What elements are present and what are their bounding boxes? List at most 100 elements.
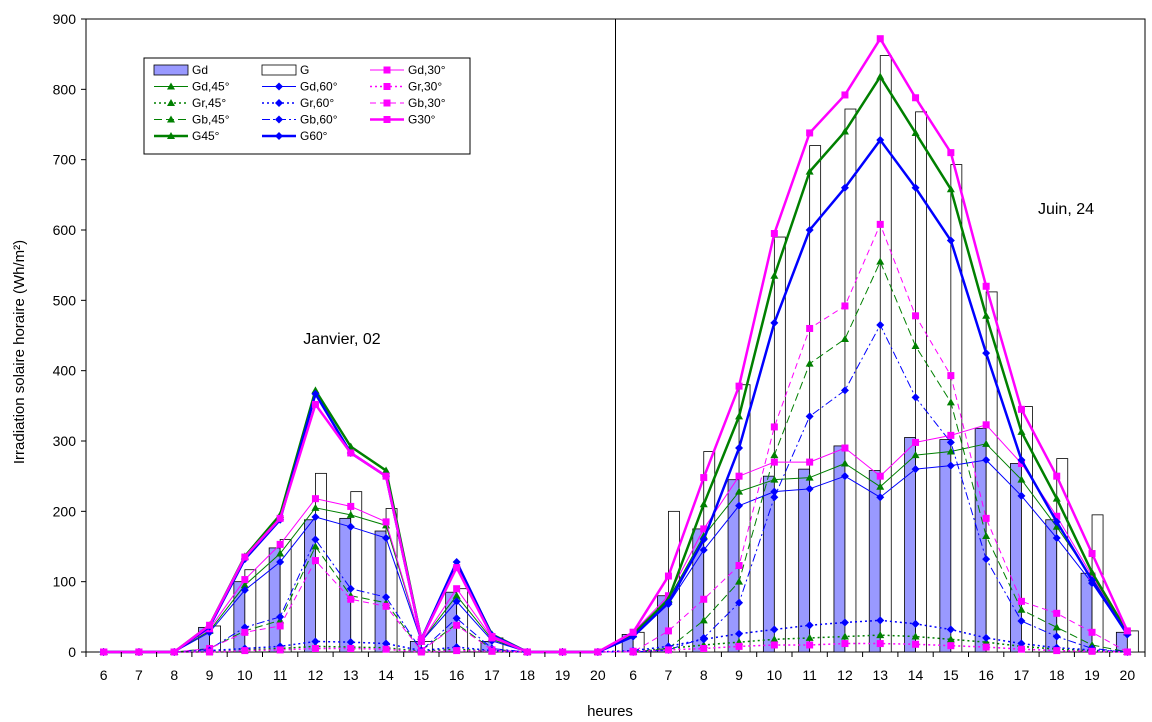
point-gd-30deg	[770, 458, 778, 466]
point-g30deg	[206, 621, 214, 629]
point-gr-60deg	[346, 638, 355, 647]
y-tick-label: 100	[53, 574, 77, 590]
x-tick-label: 18	[1049, 667, 1065, 683]
point-gb-30deg	[382, 602, 390, 610]
point-gd-60deg	[840, 472, 849, 481]
point-gr-30deg	[311, 644, 319, 652]
x-tick-label: 19	[555, 667, 571, 683]
point-g30deg	[453, 564, 461, 572]
point-gb-30deg	[241, 628, 249, 636]
point-g60deg	[876, 135, 885, 144]
point-gd-60deg	[240, 586, 249, 595]
legend-label: Gb,30°	[408, 96, 446, 110]
x-tick-label: 13	[343, 667, 359, 683]
point-gd-60deg	[1052, 534, 1061, 543]
point-gr-60deg	[311, 637, 320, 646]
legend-marker	[275, 115, 283, 124]
x-tick-label: 9	[206, 667, 214, 683]
bar-gd	[939, 439, 952, 653]
point-gb-30deg	[876, 220, 884, 228]
point-gd-30deg	[382, 518, 390, 526]
point-g30deg	[1123, 627, 1131, 635]
legend-label: G45°	[192, 129, 220, 143]
x-tick-label: 15	[414, 667, 430, 683]
legend-marker	[167, 115, 175, 123]
legend-label: Gr,30°	[408, 80, 442, 94]
point-g60deg	[840, 183, 849, 192]
point-gr-30deg	[770, 641, 778, 649]
x-tick-label: 19	[1084, 667, 1100, 683]
point-gd-45deg	[946, 447, 955, 455]
point-gr-45deg	[911, 632, 920, 640]
point-g60deg	[735, 444, 744, 453]
bar-g	[1126, 630, 1139, 653]
point-gb-45deg	[876, 257, 885, 265]
point-g30deg	[841, 91, 849, 99]
legend-item-gd-45deg: Gd,45°	[154, 80, 230, 94]
x-tick-label: 16	[449, 667, 465, 683]
legend-label: Gd,60°	[300, 80, 338, 94]
series-g30deg	[100, 35, 1131, 656]
legend-swatch	[261, 64, 297, 76]
bars-layer	[198, 55, 1139, 653]
point-gb-45deg	[911, 342, 920, 350]
point-gb-30deg	[276, 622, 284, 630]
legend-label: Gd,30°	[408, 63, 446, 77]
point-gb-45deg	[982, 531, 991, 539]
point-gb-45deg	[1088, 640, 1097, 648]
bar-g	[950, 164, 963, 653]
point-gd-30deg	[241, 576, 249, 584]
point-g60deg	[1052, 517, 1061, 526]
point-g30deg	[735, 382, 743, 390]
legend-label: Gb,45°	[192, 113, 230, 127]
legend-marker	[275, 99, 283, 107]
point-g45deg	[946, 185, 955, 193]
x-tick-label: 18	[519, 667, 535, 683]
point-g60deg	[311, 389, 320, 398]
bar-g	[385, 508, 398, 653]
legend-item-gb-60deg: Gb,60°	[262, 113, 338, 127]
line-gr-60deg	[103, 619, 1128, 653]
point-gr-60deg	[770, 625, 779, 634]
point-g45deg	[382, 466, 391, 474]
point-gb-30deg	[453, 621, 461, 629]
point-g30deg	[241, 553, 249, 561]
point-gr-45deg	[946, 635, 955, 643]
bar-gd	[762, 475, 775, 653]
point-gd-45deg	[982, 439, 991, 447]
point-g30deg	[806, 129, 814, 137]
point-gb-45deg	[840, 335, 849, 343]
y-tick-label: 800	[53, 81, 77, 97]
point-gb-30deg	[311, 557, 319, 565]
x-tick-label: 8	[700, 667, 708, 683]
point-g45deg	[982, 311, 991, 319]
y-tick-label: 900	[53, 11, 77, 27]
point-gd-60deg	[911, 465, 920, 474]
point-g45deg	[1017, 427, 1026, 435]
point-gd-30deg	[700, 525, 708, 533]
x-tick-label: 10	[767, 667, 783, 683]
point-gr-30deg	[276, 646, 284, 654]
point-gb-60deg	[982, 555, 991, 564]
legend-label: Gr,45°	[192, 96, 226, 110]
y-tick-label: 0	[68, 644, 76, 660]
x-tick-label: 14	[908, 667, 924, 683]
point-gb-30deg	[700, 595, 708, 603]
bar-g	[350, 491, 363, 653]
point-gr-30deg	[876, 640, 884, 648]
annotation-juin: Juin, 24	[1038, 201, 1094, 218]
point-gr-30deg	[841, 640, 849, 648]
point-gb-45deg	[735, 577, 744, 585]
x-tick-label: 20	[1120, 667, 1136, 683]
point-gr-30deg	[806, 641, 814, 649]
point-gd-30deg	[841, 444, 849, 452]
point-gd-45deg	[876, 482, 885, 490]
point-gd-60deg	[311, 512, 320, 521]
point-g45deg	[770, 271, 779, 279]
annotation-janvier: Janvier, 02	[303, 331, 380, 348]
point-gr-30deg	[629, 647, 637, 655]
point-gd-45deg	[276, 549, 285, 557]
point-gr-45deg	[840, 632, 849, 640]
point-g30deg	[770, 230, 778, 238]
line-gr-45deg	[103, 634, 1128, 653]
